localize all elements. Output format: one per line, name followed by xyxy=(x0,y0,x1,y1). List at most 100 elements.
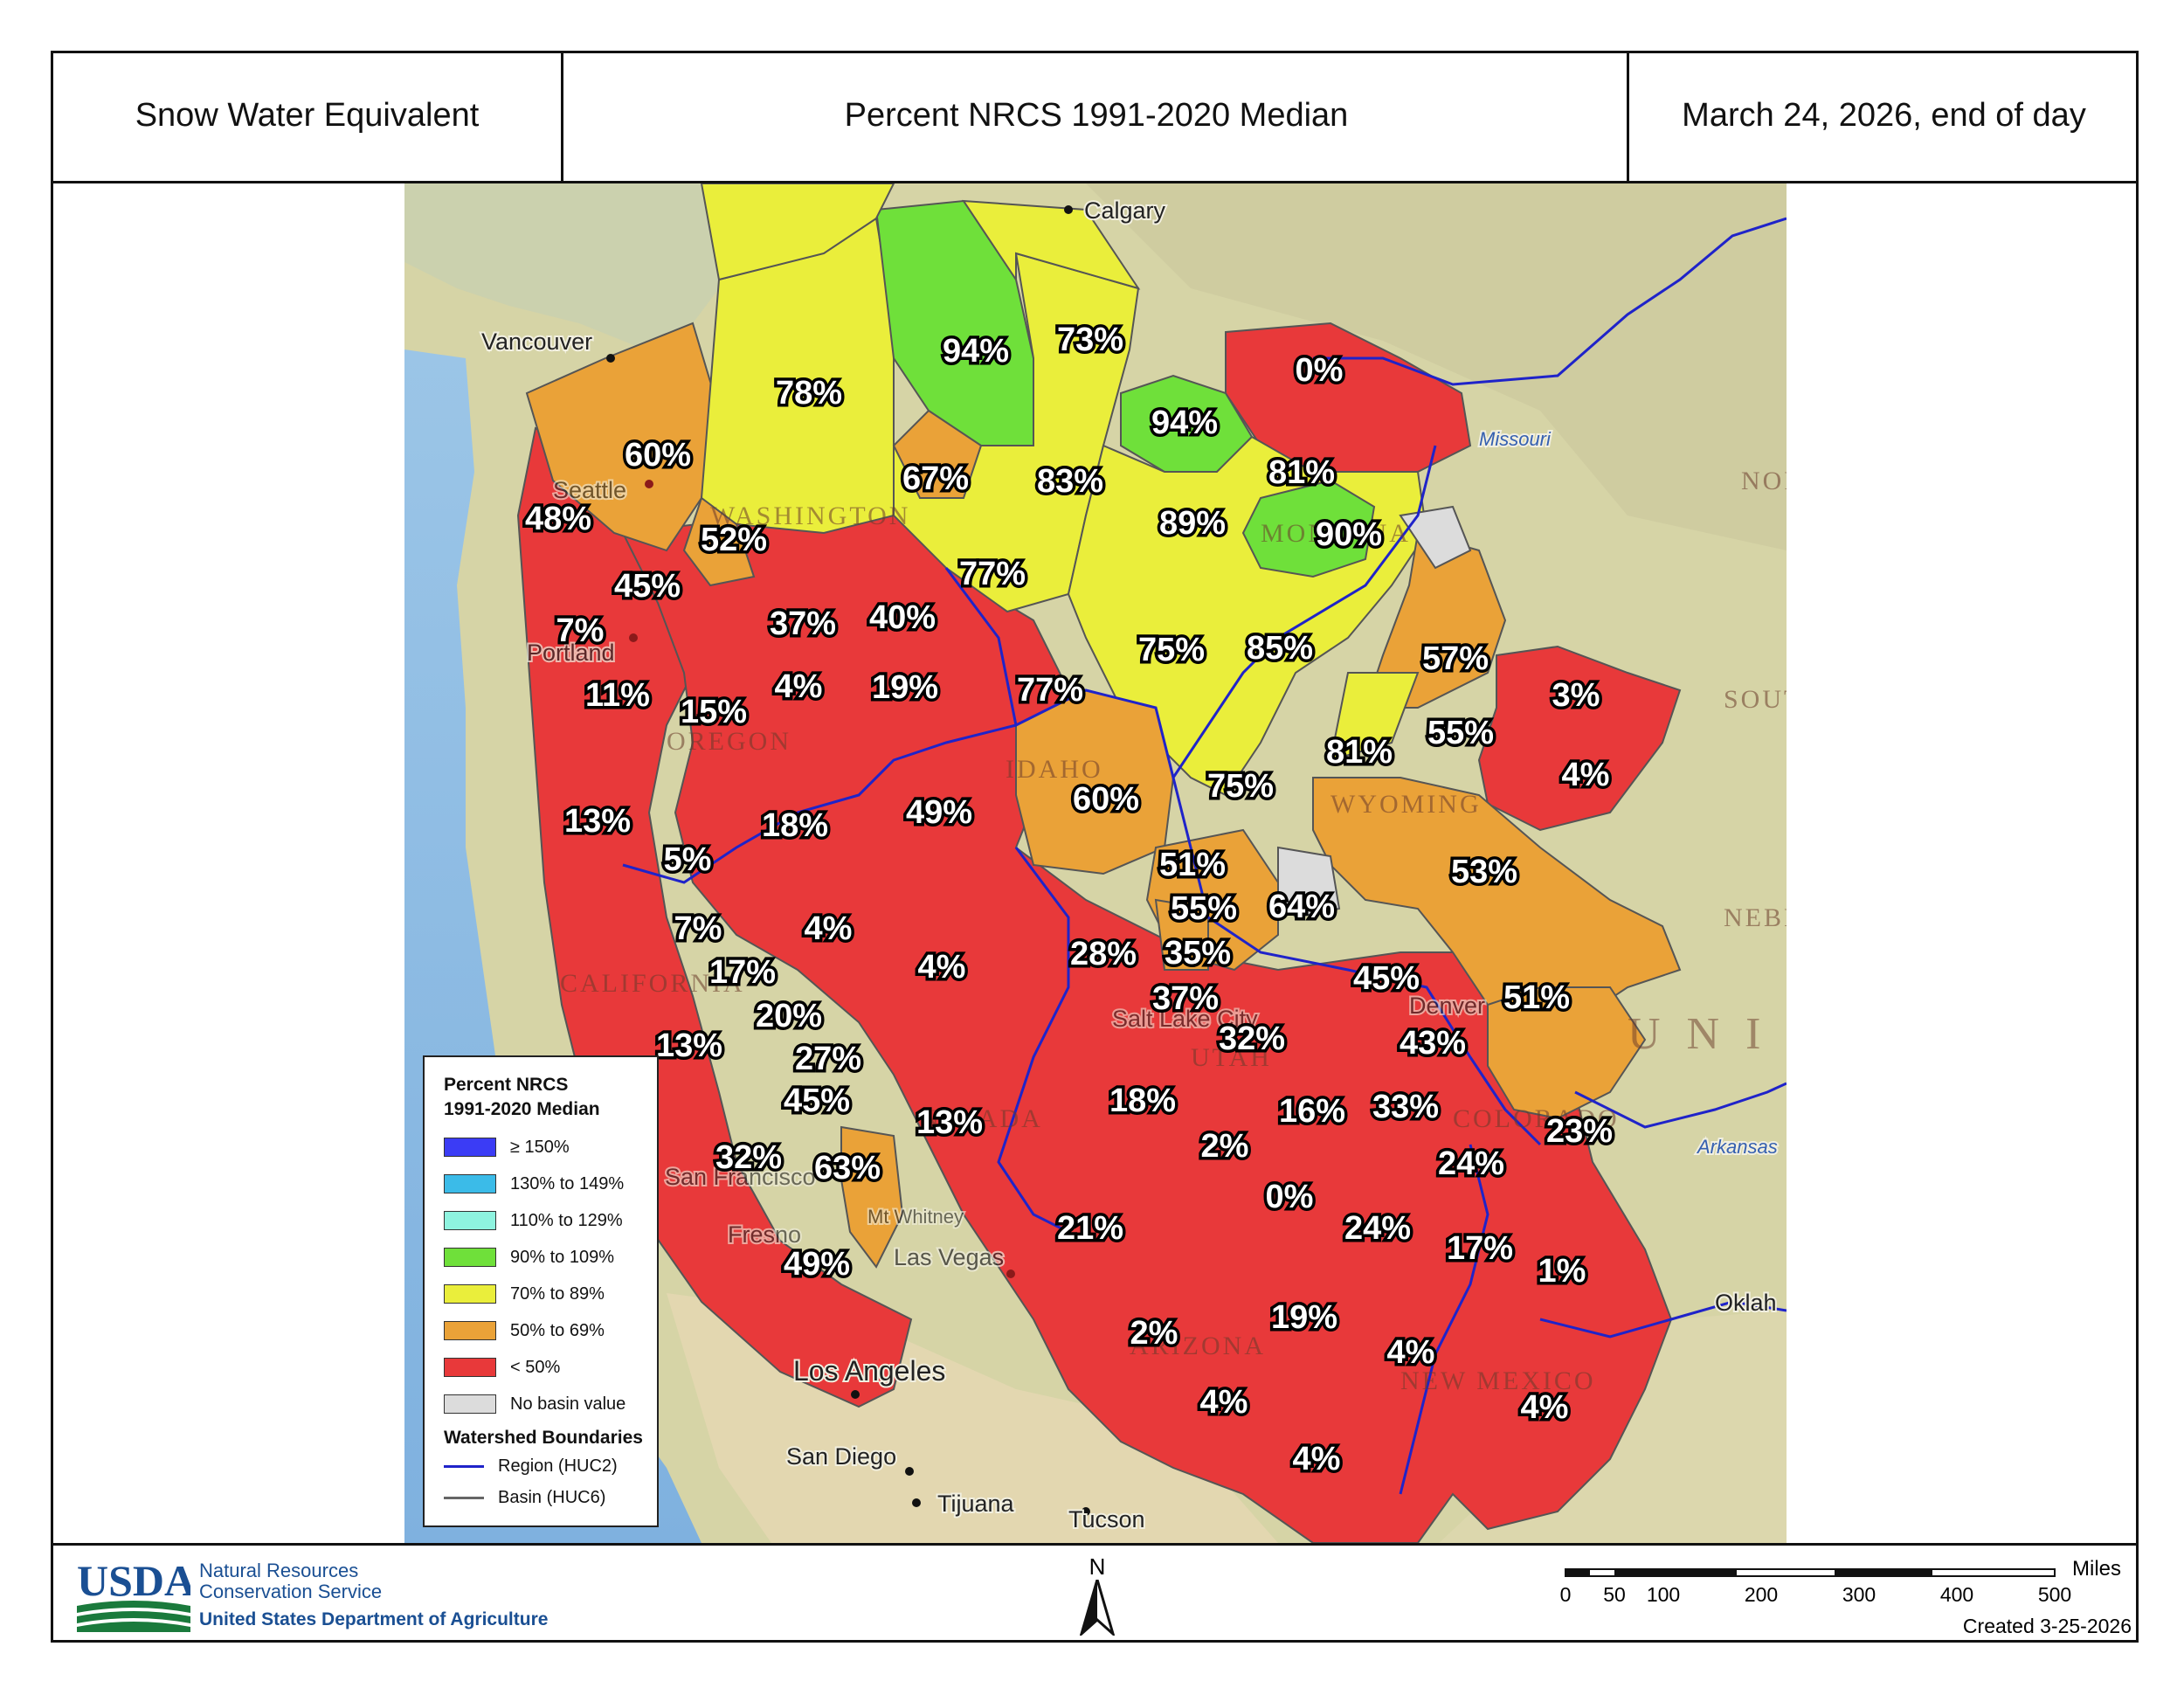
scale-tick-label: 100 xyxy=(1646,1583,1681,1606)
legend-item: 50% to 69% xyxy=(444,1312,657,1349)
basin-percent-label: 51% xyxy=(1503,979,1570,1016)
legend-swatch xyxy=(444,1174,496,1193)
city-marker xyxy=(912,1498,921,1507)
basin-powder-tongue xyxy=(1364,531,1507,709)
british-columbia-mountains xyxy=(404,183,736,358)
river-label-arkansas: Arkansas xyxy=(1696,1136,1778,1158)
city-marker xyxy=(645,480,653,488)
region-line-arkansas xyxy=(1574,1082,1787,1129)
map-frame xyxy=(51,51,2139,1643)
basin-percent-labels: 94% 73% 0% 78% 94% 60% 67% 83% 81% 48% 52% 89% 90% 77… xyxy=(522,319,1615,1481)
basin-percent-label: 75% xyxy=(1138,632,1205,668)
scale-tick-label: 300 xyxy=(1842,1583,1876,1606)
legend-item-label: 50% to 69% xyxy=(510,1320,605,1340)
basin-percent-label: 49% xyxy=(784,1246,850,1283)
header-rule xyxy=(51,181,2139,183)
basin-percent-label: 13% xyxy=(916,1104,983,1141)
city-label-los-angeles: Los Angeles xyxy=(793,1355,945,1387)
basin-percent-label: 45% xyxy=(784,1083,850,1119)
basin-percent-label: 2% xyxy=(1130,1315,1178,1352)
state-label-washington: WASHINGTON xyxy=(710,502,910,530)
city-label-san-diego: San Diego xyxy=(786,1443,896,1470)
basin-percent-label: 2% xyxy=(1201,1128,1249,1165)
created-date: Created 3-25-2026 xyxy=(1962,1615,2132,1637)
basin-percent-label: 5% xyxy=(664,841,712,878)
basin-percent-label: 55% xyxy=(1427,715,1494,751)
basin-no-value xyxy=(1399,505,1472,570)
state-label-idaho: IDAHO xyxy=(1006,755,1103,784)
basin-percent-label: 19% xyxy=(1271,1299,1337,1336)
basin-percent-label: 0% xyxy=(1296,352,1344,389)
region-line-north xyxy=(1313,217,1787,386)
basin-percent-label: 83% xyxy=(1037,463,1103,500)
north-label: N xyxy=(1089,1553,1106,1580)
basin-percent-label: 23% xyxy=(1546,1113,1613,1150)
legend-item-label: 110% to 129% xyxy=(510,1210,623,1230)
state-label-california: CALIFORNIA xyxy=(560,969,745,998)
basin-percent-label: 4% xyxy=(775,668,823,705)
svg-text:USDA: USDA xyxy=(77,1557,190,1605)
state-label-wyoming: WYOMING xyxy=(1330,790,1482,819)
basin-percent-label: 55% xyxy=(1171,890,1237,927)
legend-item: No basin value xyxy=(444,1386,657,1422)
basin-spokane xyxy=(892,409,983,499)
state-label-colorado: COLORADO xyxy=(1453,1104,1620,1133)
basin-percent-label: 7% xyxy=(556,612,605,649)
basin-percent-label: 7% xyxy=(674,910,722,947)
basin-percent-label: 57% xyxy=(1422,640,1489,677)
state-label-nebraska: NEBRASKA xyxy=(1724,903,1787,932)
basin-percent-label: 27% xyxy=(795,1041,861,1077)
basin-bighorn xyxy=(1329,672,1420,762)
city-marker xyxy=(1064,205,1073,214)
basin-percent-label: 67% xyxy=(902,460,969,497)
basin-percent-label: 24% xyxy=(1344,1210,1411,1247)
header-product-title: Snow Water Equivalent xyxy=(51,51,563,183)
basin-percent-label: 48% xyxy=(525,501,591,537)
basin-percent-label: 16% xyxy=(1279,1093,1345,1130)
legend-title: Percent NRCS xyxy=(444,1075,569,1095)
region-line-great-basin-north xyxy=(622,723,1017,884)
basin-musselshell xyxy=(1241,479,1376,578)
basin-bear-river xyxy=(1154,898,1209,971)
header-divider xyxy=(561,51,563,183)
department-name: United States Department of Agriculture xyxy=(199,1609,549,1629)
basin-percent-label: 3% xyxy=(1552,677,1600,714)
region-line-colorado-missouri xyxy=(1171,777,1542,1146)
agency-line-2: Conservation Service xyxy=(199,1581,383,1602)
scale-bar-graphic xyxy=(1565,1568,2056,1577)
city-marker xyxy=(606,354,615,363)
city-label-las-vegas: Las Vegas xyxy=(894,1244,1004,1270)
basin-percent-label: 37% xyxy=(1152,980,1219,1017)
basin-percent-label: 63% xyxy=(814,1150,881,1186)
legend-item-label: ≥ 150% xyxy=(510,1137,570,1157)
basin-percent-label: 77% xyxy=(1017,672,1083,709)
legend-item: 90% to 109% xyxy=(444,1239,657,1276)
legend-item-label: No basin value xyxy=(510,1394,626,1414)
basin-percent-label: 4% xyxy=(805,910,853,947)
legend-item-label: < 50% xyxy=(510,1357,561,1377)
basin-percent-label: 90% xyxy=(1316,516,1382,553)
state-label-south-dakota: SOUTH DAKOTA xyxy=(1724,685,1787,714)
legend-boundaries-title: Watershed Boundaries xyxy=(444,1428,643,1448)
city-label-seattle: Seattle xyxy=(553,477,626,503)
basin-percent-label: 75% xyxy=(1207,768,1274,805)
legend-class-list: ≥ 150% 130% to 149% 110% to 129% 90% to 109… xyxy=(444,1129,657,1422)
scale-tick-label: 400 xyxy=(1939,1583,1974,1606)
basin-percent-label: 17% xyxy=(1447,1230,1513,1267)
legend-boundary-label: Basin (HUC6) xyxy=(498,1487,606,1507)
legend-item-label: 130% to 149% xyxy=(510,1173,625,1193)
legend-swatch xyxy=(444,1284,496,1304)
basin-percent-label: 24% xyxy=(1438,1145,1504,1182)
river-labels: Missouri Arkansas xyxy=(1477,426,1780,1159)
region-line-columbia-missouri xyxy=(944,445,1437,781)
region-line-red xyxy=(1539,1300,1787,1339)
usda-logo: USDA xyxy=(77,1556,196,1632)
city-label-salt-lake-city: Salt Lake City xyxy=(1112,1006,1258,1032)
basin-percent-label: 37% xyxy=(770,605,836,642)
city-label-mt-whitney: Mt Whitney xyxy=(867,1206,964,1228)
footer-rule xyxy=(51,1543,2139,1546)
state-label-nevada: NEVADA xyxy=(920,1104,1043,1133)
legend-swatch xyxy=(444,1358,496,1377)
scale-bar: 0 50 100 200 300 400 500 Miles xyxy=(1560,1557,2123,1636)
region-boundaries xyxy=(622,217,1787,1495)
